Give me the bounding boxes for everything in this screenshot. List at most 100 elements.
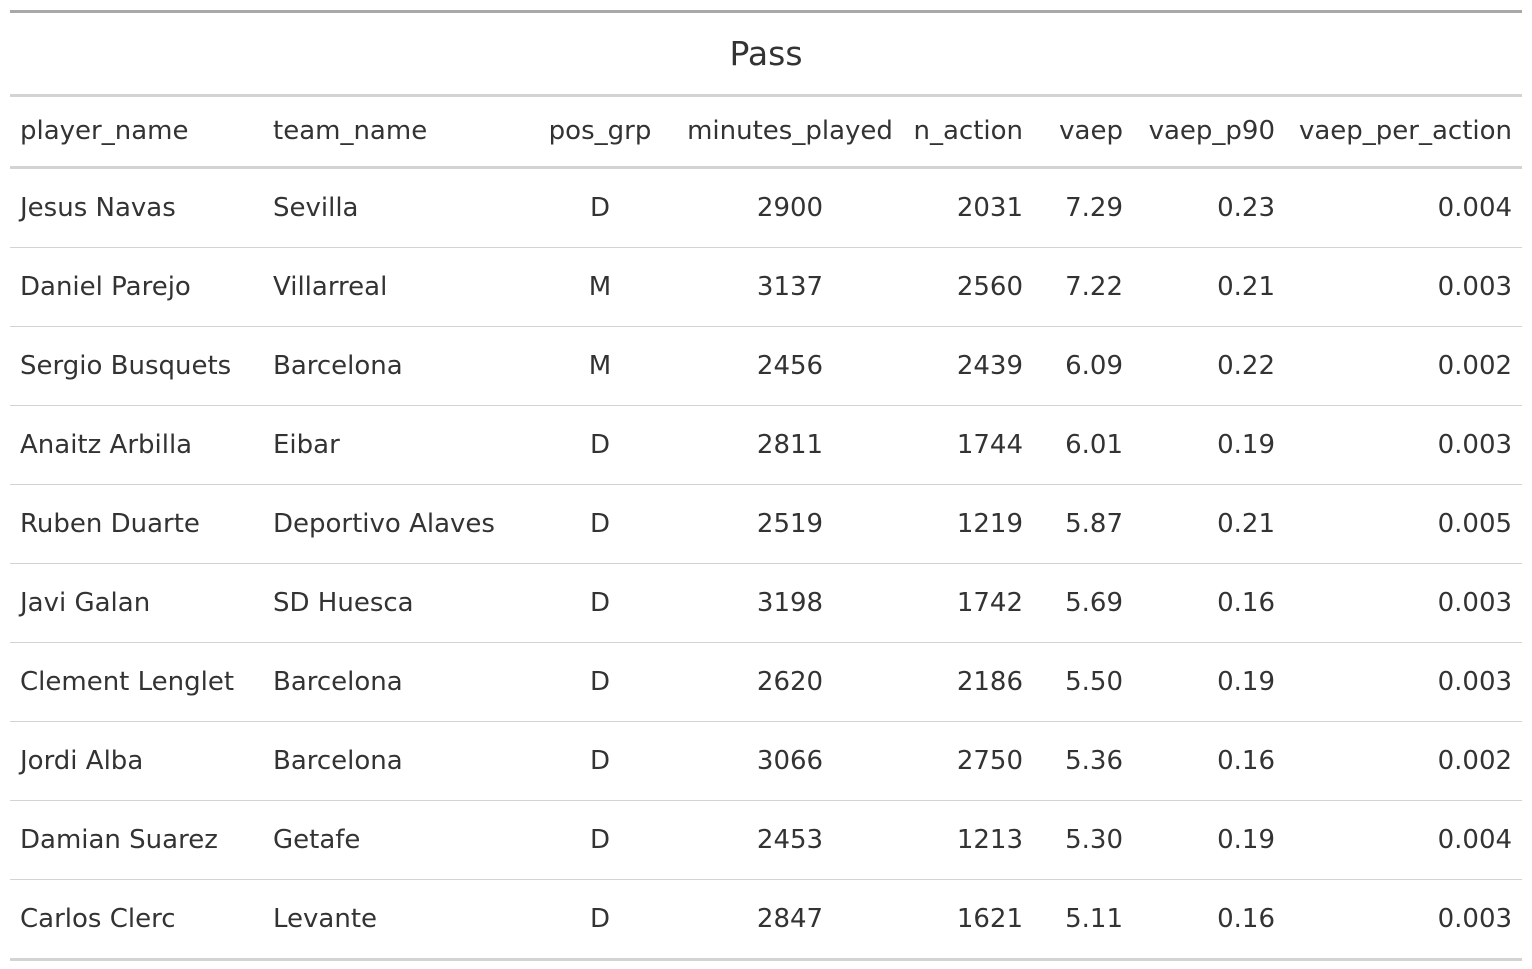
cell-vaep-per-action: 0.003 [1285, 405, 1523, 485]
cell-vaep-per-action: 0.004 [1285, 800, 1523, 880]
cell-n-action: 2031 [905, 167, 1033, 248]
table-row: Carlos Clerc Levante D 2847 1621 5.11 0.… [10, 880, 1522, 960]
cell-n-action: 1621 [956, 904, 1023, 934]
cell-pos-grp: M [525, 247, 675, 327]
column-header-vaep-p90: vaep_p90 [1133, 95, 1285, 169]
pass-vaep-table: Pass player_name team_name pos_grp minut… [10, 10, 1523, 961]
table-row: Anaitz Arbilla Eibar D 2811 1744 6.01 0.… [10, 405, 1523, 485]
cell-pos-grp: D [525, 484, 675, 564]
cell-vaep: 5.11 [1065, 904, 1123, 934]
cell-player-name: Carlos Clerc [20, 904, 176, 934]
cell-team-name: Deportivo Alaves [263, 484, 525, 564]
cell-vaep-p90: 0.23 [1133, 167, 1285, 248]
cell-vaep-per-action: 0.005 [1285, 484, 1523, 564]
column-header-vaep: vaep [1033, 95, 1133, 169]
cell-vaep-p90: 0.16 [1217, 904, 1275, 934]
cell-vaep-p90: 0.19 [1133, 800, 1285, 880]
table-row: Damian Suarez Getafe D 2453 1213 5.30 0.… [10, 800, 1523, 880]
cell-vaep-per-action: 0.003 [1285, 563, 1523, 643]
cell-pos-grp: D [525, 642, 675, 722]
cell-vaep-per-action: 0.002 [1285, 326, 1523, 406]
cell-player-name: Ruben Duarte [10, 484, 263, 564]
table-row: Jesus Navas Sevilla D 2900 2031 7.29 0.2… [10, 167, 1523, 248]
column-header-player-name: player_name [10, 95, 263, 169]
table-title: Pass [10, 11, 1523, 97]
cell-vaep-per-action: 0.004 [1285, 167, 1523, 248]
cell-player-name: Clement Lenglet [10, 642, 263, 722]
cell-vaep: 7.29 [1033, 167, 1133, 248]
cell-pos-grp: D [525, 405, 675, 485]
cell-player-name: Daniel Parejo [10, 247, 263, 327]
table-row: Ruben Duarte Deportivo Alaves D 2519 121… [10, 484, 1523, 564]
cell-vaep: 6.01 [1033, 405, 1133, 485]
column-header-pos-grp: pos_grp [525, 95, 675, 169]
cell-minutes-played: 3137 [675, 247, 905, 327]
cell-vaep-p90: 0.19 [1133, 642, 1285, 722]
cell-team-name: SD Huesca [263, 563, 525, 643]
table-row: Sergio Busquets Barcelona M 2456 2439 6.… [10, 326, 1523, 406]
cell-minutes-played: 2620 [675, 642, 905, 722]
cell-pos-grp: D [525, 167, 675, 248]
cell-vaep-per-action: 0.002 [1285, 721, 1523, 801]
cell-n-action: 2750 [905, 721, 1033, 801]
table-body: Jesus Navas Sevilla D 2900 2031 7.29 0.2… [10, 167, 1523, 960]
table-row: Jordi Alba Barcelona D 3066 2750 5.36 0.… [10, 721, 1523, 801]
cell-player-name: Anaitz Arbilla [10, 405, 263, 485]
table-row: Daniel Parejo Villarreal M 3137 2560 7.2… [10, 247, 1523, 327]
cell-n-action: 1744 [905, 405, 1033, 485]
cell-player-name: Javi Galan [10, 563, 263, 643]
cell-minutes-played: 2453 [675, 800, 905, 880]
column-header-vaep-per-action: vaep_per_action [1285, 95, 1523, 169]
cell-minutes-played: 2847 [756, 904, 824, 934]
cell-player-name: Sergio Busquets [10, 326, 263, 406]
column-header-team-name: team_name [263, 95, 525, 169]
cell-vaep-p90: 0.21 [1133, 247, 1285, 327]
cell-minutes-played: 2811 [675, 405, 905, 485]
cell-pos-grp: D [525, 721, 675, 801]
cell-vaep: 5.36 [1033, 721, 1133, 801]
cell-pos-grp: D [525, 800, 675, 880]
cell-n-action: 2560 [905, 247, 1033, 327]
cell-minutes-played: 2519 [675, 484, 905, 564]
table-row: Clement Lenglet Barcelona D 2620 2186 5.… [10, 642, 1523, 722]
cell-team-name: Barcelona [263, 326, 525, 406]
cell-vaep: 5.50 [1033, 642, 1133, 722]
cell-vaep: 7.22 [1033, 247, 1133, 327]
cell-team-name: Eibar [263, 405, 525, 485]
cell-vaep: 6.09 [1033, 326, 1133, 406]
cell-player-name: Jesus Navas [10, 167, 263, 248]
cell-vaep: 5.69 [1033, 563, 1133, 643]
cell-team-name: Villarreal [263, 247, 525, 327]
cell-n-action: 1219 [905, 484, 1033, 564]
cell-minutes-played: 2456 [675, 326, 905, 406]
title-row: Pass [10, 11, 1523, 97]
cell-pos-grp: D [589, 904, 611, 934]
cell-minutes-played: 3066 [675, 721, 905, 801]
cell-team-name: Barcelona [263, 721, 525, 801]
cell-n-action: 2186 [905, 642, 1033, 722]
cell-vaep-per-action: 0.003 [1285, 642, 1523, 722]
cell-vaep-p90: 0.19 [1133, 405, 1285, 485]
column-header-n-action: n_action [905, 95, 1033, 169]
column-header-minutes-played: minutes_played [675, 95, 905, 169]
cell-vaep-p90: 0.21 [1133, 484, 1285, 564]
cell-vaep-p90: 0.16 [1133, 721, 1285, 801]
cell-vaep-p90: 0.16 [1133, 563, 1285, 643]
cell-vaep-per-action: 0.003 [1437, 904, 1513, 934]
cell-team-name: Getafe [263, 800, 525, 880]
cell-vaep: 5.30 [1033, 800, 1133, 880]
cell-vaep-per-action: 0.003 [1285, 247, 1523, 327]
cell-n-action: 1213 [905, 800, 1033, 880]
table-row: Javi Galan SD Huesca D 3198 1742 5.69 0.… [10, 563, 1523, 643]
cell-pos-grp: D [525, 563, 675, 643]
cell-team-name: Levante [273, 904, 378, 934]
cell-player-name: Jordi Alba [10, 721, 263, 801]
cell-minutes-played: 3198 [675, 563, 905, 643]
column-header-row: player_name team_name pos_grp minutes_pl… [10, 95, 1523, 169]
cell-team-name: Sevilla [263, 167, 525, 248]
cell-vaep-p90: 0.22 [1133, 326, 1285, 406]
cell-minutes-played: 2900 [675, 167, 905, 248]
cell-pos-grp: M [525, 326, 675, 406]
cell-player-name: Damian Suarez [10, 800, 263, 880]
cell-n-action: 1742 [905, 563, 1033, 643]
